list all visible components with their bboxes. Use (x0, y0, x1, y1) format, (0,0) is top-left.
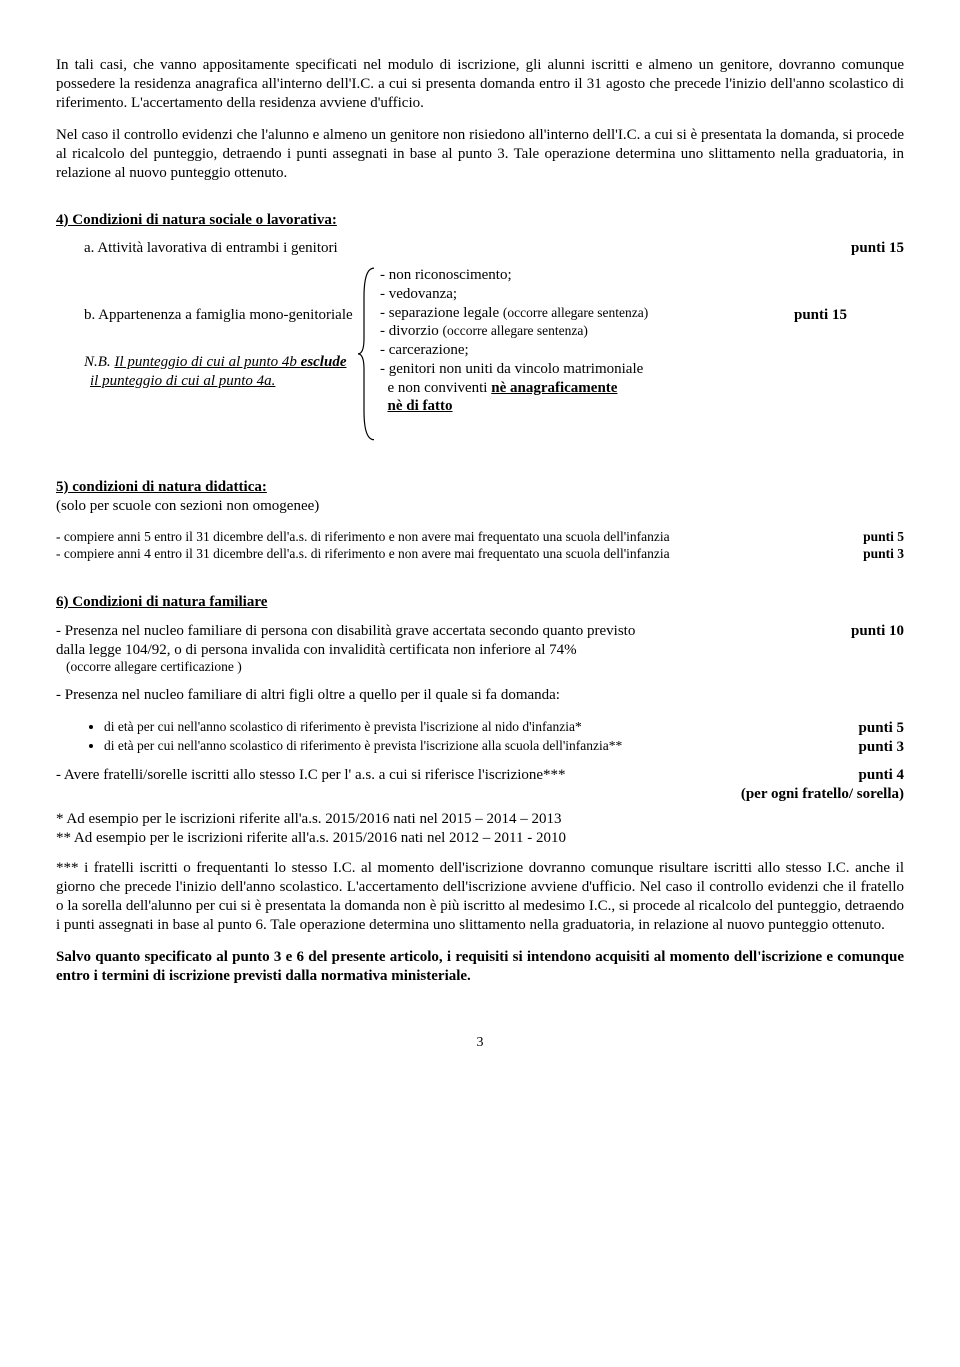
sec4-nb: N.B. Il punteggio di cui al punto 4b esc… (56, 353, 356, 391)
sec4-title: 4) Condizioni di natura sociale o lavora… (56, 211, 904, 230)
b-item-5: carcerazione; (380, 341, 794, 360)
b-item-4: divorzio (occorre allegare sentenza) (380, 322, 794, 341)
page-number: 3 (56, 1034, 904, 1052)
sec5-r2-points: punti 3 (863, 546, 904, 563)
b-item-3-small: (occorre allegare sentenza) (503, 305, 648, 320)
sec6-b2-points: punti 3 (859, 738, 904, 757)
b-item-1: non riconoscimento; (380, 266, 794, 285)
b-item-4-small: (occorre allegare sentenza) (443, 323, 588, 338)
b-item-6: genitori non uniti da vincolo matrimonia… (380, 360, 794, 416)
b-item-6a: genitori non uniti da vincolo matrimonia… (389, 361, 644, 377)
b-item-6b-pre: e non conviventi (388, 380, 492, 396)
paragraph-2: Nel caso il controllo evidenzi che l'alu… (56, 126, 904, 182)
b-item-4-pre: divorzio (389, 323, 443, 339)
brace-icon (356, 266, 380, 442)
sec5-r1-points: punti 5 (863, 529, 904, 546)
sec6-p2: - Presenza nel nucleo familiare di altri… (56, 686, 904, 705)
sec6-b1-points: punti 5 (859, 719, 904, 738)
b-item-2: vedovanza; (380, 285, 794, 304)
sec6-b2: di età per cui nell'anno scolastico di r… (104, 738, 904, 757)
sec6-p1-row: - Presenza nel nucleo familiare di perso… (56, 622, 904, 641)
sec5-row1: - compiere anni 5 entro il 31 dicembre d… (56, 529, 904, 546)
sec5-row2: - compiere anni 4 entro il 31 dicembre d… (56, 546, 904, 563)
b-item-3-pre: separazione legale (389, 305, 503, 321)
nb-prefix: N.B. (84, 354, 114, 370)
b-item-6b-u: nè anagraficamente (491, 380, 617, 396)
sec6-ex2: ** Ad esempio per le iscrizioni riferite… (56, 829, 904, 848)
sec6-b1-label: di età per cui nell'anno scolastico di r… (104, 719, 582, 738)
sec6-p1-points: punti 10 (851, 622, 904, 641)
sec5-r2-label: - compiere anni 4 entro il 31 dicembre d… (56, 546, 670, 563)
sec4-item-a: a. Attività lavorativa di entrambi i gen… (56, 239, 904, 258)
sec6-p3-row: - Avere fratelli/sorelle iscritti allo s… (56, 766, 904, 785)
b-item-6c: nè di fatto (388, 398, 453, 414)
sec6-p3-extra: (per ogni fratello/ sorella) (56, 785, 904, 804)
sec6-bullets: di età per cui nell'anno scolastico di r… (56, 719, 904, 757)
sec6-ex3: *** i fratelli iscritti o frequentanti l… (56, 859, 904, 934)
sec6-p1-label: - Presenza nel nucleo familiare di perso… (56, 622, 635, 641)
sec4-b-label: b. Appartenenza a famiglia mono-genitori… (56, 306, 356, 325)
sec6-b1: di età per cui nell'anno scolastico di r… (104, 719, 904, 738)
sec5-sub: (solo per scuole con sezioni non omogene… (56, 497, 904, 516)
nb-line1a: Il punteggio di cui al punto 4b (114, 354, 300, 370)
paragraph-1: In tali casi, che vanno appositamente sp… (56, 56, 904, 112)
nb-line2: il punteggio di cui al punto 4a. (84, 373, 275, 389)
sec4-b-list: non riconoscimento; vedovanza; separazio… (380, 266, 794, 416)
sec4-a-points: punti 15 (851, 239, 904, 258)
sec6-ex1: * Ad esempio per le iscrizioni riferite … (56, 810, 904, 829)
sec5-r1-label: - compiere anni 5 entro il 31 dicembre d… (56, 529, 670, 546)
sec4-b-points: punti 15 (794, 266, 904, 442)
sec6-p1-small: (occorre allegare certificazione ) (56, 659, 904, 676)
sec4-item-b: b. Appartenenza a famiglia mono-genitori… (56, 266, 904, 442)
final-para: Salvo quanto specificato al punto 3 e 6 … (56, 948, 904, 986)
nb-line1b: esclude (301, 354, 347, 370)
sec6-p3-points: punti 4 (859, 766, 904, 785)
sec6-p3-label: - Avere fratelli/sorelle iscritti allo s… (56, 766, 566, 785)
sec6-title: 6) Condizioni di natura familiare (56, 593, 904, 612)
sec4-a-label: a. Attività lavorativa di entrambi i gen… (84, 239, 338, 258)
sec5-title: 5) condizioni di natura didattica: (56, 478, 904, 497)
sec6-b2-label: di età per cui nell'anno scolastico di r… (104, 738, 622, 757)
b-item-3: separazione legale (occorre allegare sen… (380, 304, 794, 323)
sec6-p1-line2: dalla legge 104/92, o di persona invalid… (56, 641, 904, 660)
